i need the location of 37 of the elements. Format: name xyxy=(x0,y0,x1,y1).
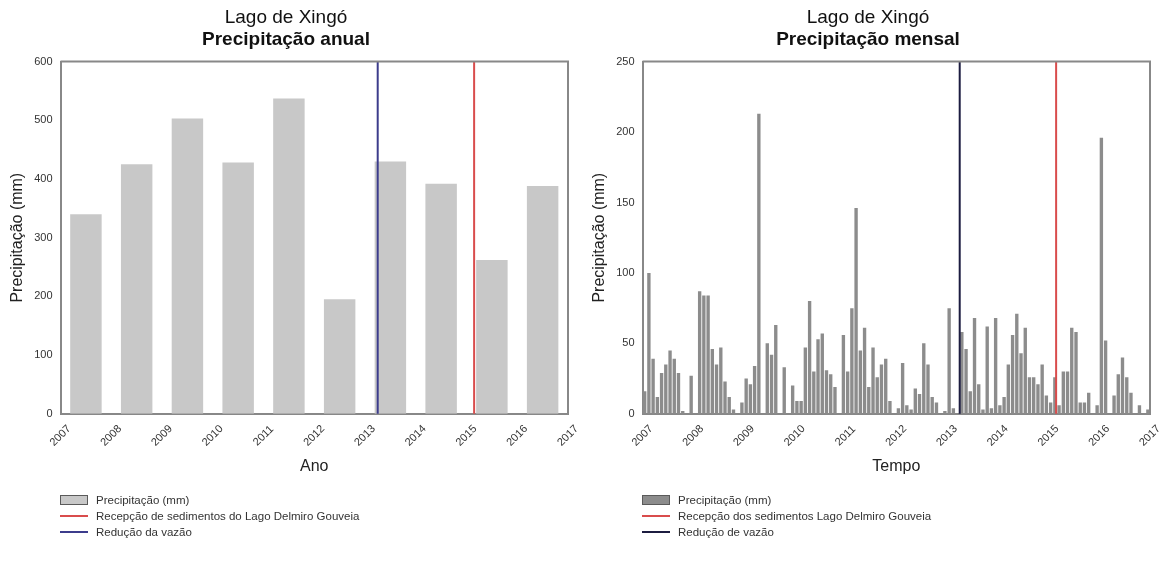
y-tick-label: 100 xyxy=(616,265,635,278)
y-axis-title: Precipitação (mm) xyxy=(590,172,608,303)
y-tick-label: 200 xyxy=(34,289,53,302)
y-tick-label: 150 xyxy=(616,195,635,208)
chart-subtitle: Precipitação anual xyxy=(202,28,370,50)
bar xyxy=(222,162,254,414)
bar xyxy=(425,183,457,414)
bar xyxy=(273,98,305,414)
legend-label: Redução de vazão xyxy=(678,525,774,540)
bar xyxy=(476,260,508,414)
bar xyxy=(526,186,559,414)
legend-label: Recepção de sedimentos do Lago Delmiro Gouveia xyxy=(96,509,360,524)
y-tick-label: 200 xyxy=(616,125,635,138)
y-tick-label: 300 xyxy=(34,230,53,243)
legend-label: Recepção dos sedimentos Lago Delmiro Gouveia xyxy=(678,509,932,524)
y-tick-label: 400 xyxy=(34,172,53,185)
bar xyxy=(70,214,102,414)
bar xyxy=(120,164,153,414)
legend-label: Precipitação (mm) xyxy=(96,493,190,508)
chart-title: Lago de Xingó xyxy=(224,5,348,27)
chart-title: Lago de Xingó xyxy=(806,5,930,27)
y-tick-label: 100 xyxy=(34,348,53,361)
bar xyxy=(171,118,204,414)
y-tick-label: 600 xyxy=(34,54,53,67)
x-axis-title: Ano xyxy=(300,456,329,474)
bar xyxy=(323,299,356,414)
legend-label: Precipitação (mm) xyxy=(678,493,772,508)
legend-label: Redução da vazão xyxy=(96,525,192,540)
x-axis-title: Tempo xyxy=(872,456,921,474)
y-tick-label: 500 xyxy=(34,113,53,126)
y-axis-title: Precipitação (mm) xyxy=(8,172,26,303)
y-tick-label: 0 xyxy=(46,406,53,419)
y-tick-label: 50 xyxy=(622,336,635,349)
bar xyxy=(374,161,407,414)
chart-subtitle: Precipitação mensal xyxy=(776,28,960,50)
y-tick-label: 250 xyxy=(616,54,635,67)
y-tick-label: 0 xyxy=(628,406,635,419)
